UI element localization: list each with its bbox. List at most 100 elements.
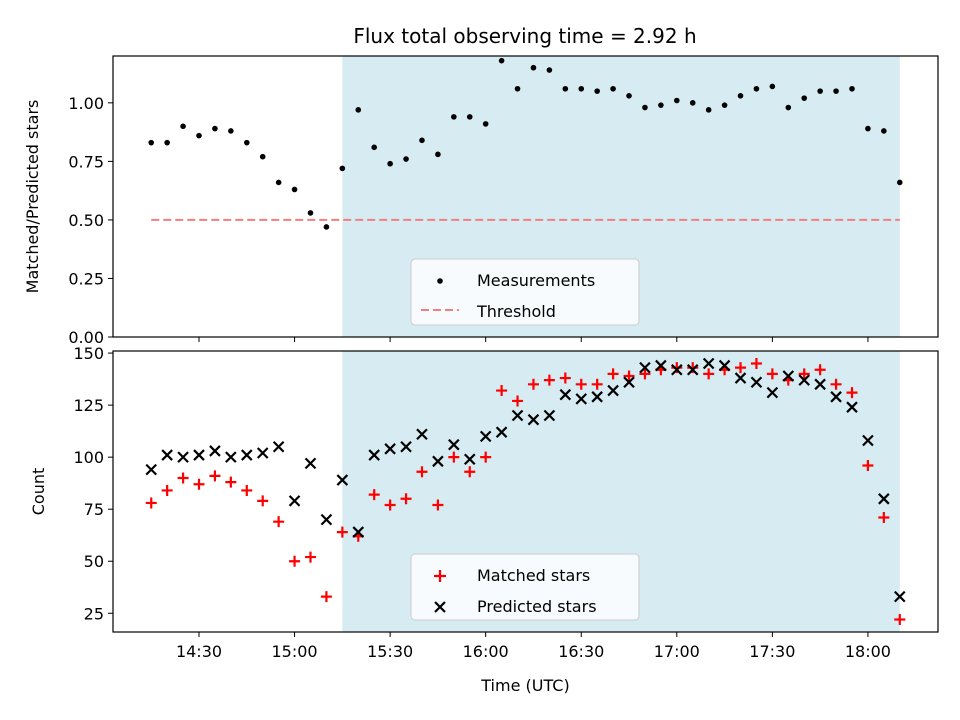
predicted-star-point — [352, 526, 365, 538]
measurement-point — [642, 104, 648, 111]
legend-label: Measurements — [477, 271, 595, 290]
ratio-panel: 0.00 0.25 0.50 0.75 1.00 Matched/Predicted st… — [23, 55, 939, 347]
measurement-point — [259, 153, 266, 160]
predicted-star-point — [177, 451, 189, 463]
legend-marker-matched — [434, 570, 446, 582]
measurement-point — [291, 186, 298, 193]
y-tick-label: 150 — [73, 344, 104, 363]
legend-box — [410, 553, 640, 621]
predicted-star-point — [718, 359, 731, 372]
y-tick-label: 100 — [73, 448, 104, 467]
predicted-star-point — [368, 449, 380, 461]
measurement-point — [403, 156, 409, 162]
measurement-point — [148, 139, 155, 146]
predicted-star-point — [416, 428, 428, 441]
measurement-point — [658, 102, 664, 108]
predicted-star-point — [639, 361, 651, 374]
measurement-point — [865, 125, 871, 132]
matched-star-point — [209, 470, 221, 482]
predicted-star-point — [623, 376, 635, 388]
measurement-point — [753, 85, 760, 92]
predicted-star-point — [241, 449, 253, 461]
predicted-star-point — [782, 370, 795, 382]
predicted-star-point — [448, 438, 460, 451]
predicted-star-point — [400, 440, 412, 453]
measurement-point — [801, 95, 808, 101]
matched-star-point — [543, 374, 555, 386]
legend-marker-predicted — [434, 601, 446, 613]
y-tick-label: 1.00 — [68, 94, 104, 113]
measurement-point — [626, 93, 632, 99]
predicted-star-point — [798, 374, 810, 386]
predicted-star-point — [304, 457, 317, 470]
predicted-star-point — [145, 463, 158, 476]
measurement-point — [705, 107, 712, 113]
measurement-point — [610, 85, 616, 92]
measurement-point — [164, 139, 170, 146]
matched-star-point — [273, 516, 285, 528]
measurement-point — [674, 97, 680, 104]
measurement-point — [196, 132, 202, 139]
y-tick-label: 0.75 — [68, 152, 104, 171]
predicted-star-point — [686, 363, 699, 376]
measurement-point — [514, 85, 521, 92]
predicted-star-point — [384, 443, 396, 455]
matched-star-point — [862, 459, 874, 471]
measurement-point — [339, 165, 346, 172]
matched-star-point — [591, 378, 603, 390]
predicted-star-point — [893, 590, 906, 603]
predicted-star-point — [336, 474, 349, 486]
measurement-point — [275, 179, 282, 186]
x-tick-label: 16:30 — [558, 642, 604, 661]
predicted-star-point — [830, 391, 842, 403]
matched-star-point — [193, 478, 205, 490]
measurement-point — [371, 144, 377, 151]
x-tick-label: 17:30 — [749, 642, 795, 661]
matched-star-point — [830, 378, 842, 390]
matched-star-point — [304, 551, 316, 563]
matched-star-point — [384, 499, 396, 511]
predicted-star-point — [225, 451, 237, 463]
measurement-point — [243, 139, 250, 146]
matched-star-point — [750, 357, 762, 369]
measurement-point — [387, 160, 393, 167]
measurement-point — [546, 67, 553, 73]
x-tick-label: 18:00 — [845, 642, 891, 661]
measurement-point — [896, 179, 903, 186]
measurement-point — [785, 104, 792, 111]
measurement-point — [451, 114, 457, 120]
measurement-point — [355, 107, 362, 113]
measurement-point — [498, 57, 505, 64]
predicted-star-point — [878, 493, 890, 505]
matched-star-point — [639, 368, 651, 380]
x-tick-label: 15:00 — [272, 642, 318, 661]
y-axis-label: Count — [29, 468, 48, 516]
predicted-star-point — [320, 513, 333, 526]
predicted-star-point — [479, 430, 492, 443]
predicted-star-point — [527, 413, 540, 426]
matched-star-point — [225, 476, 237, 488]
axes-frame — [112, 350, 939, 633]
measurement-point — [721, 102, 728, 108]
measurement-point — [307, 210, 314, 216]
y-tick-label: 50 — [84, 552, 104, 571]
matched-star-point — [432, 499, 444, 511]
legend-label: Matched stars — [477, 566, 590, 585]
matched-star-point — [798, 368, 810, 380]
predicted-star-point — [288, 495, 301, 507]
predicted-star-point — [209, 445, 221, 457]
y-axis-label: Matched/Predicted stars — [23, 100, 42, 294]
matched-star-point — [559, 372, 571, 384]
measurement-point — [578, 85, 585, 92]
x-tick-label: 17:00 — [654, 642, 700, 661]
matched-star-point — [368, 489, 380, 501]
y-tick-label: 0.50 — [68, 211, 104, 230]
legend-box — [410, 258, 640, 326]
matched-star-point — [480, 451, 492, 463]
matched-star-point — [416, 466, 428, 478]
matched-star-point — [496, 385, 508, 397]
predicted-star-point — [193, 449, 205, 461]
x-tick-label: 16:00 — [463, 642, 509, 661]
predicted-star-point — [862, 434, 874, 447]
